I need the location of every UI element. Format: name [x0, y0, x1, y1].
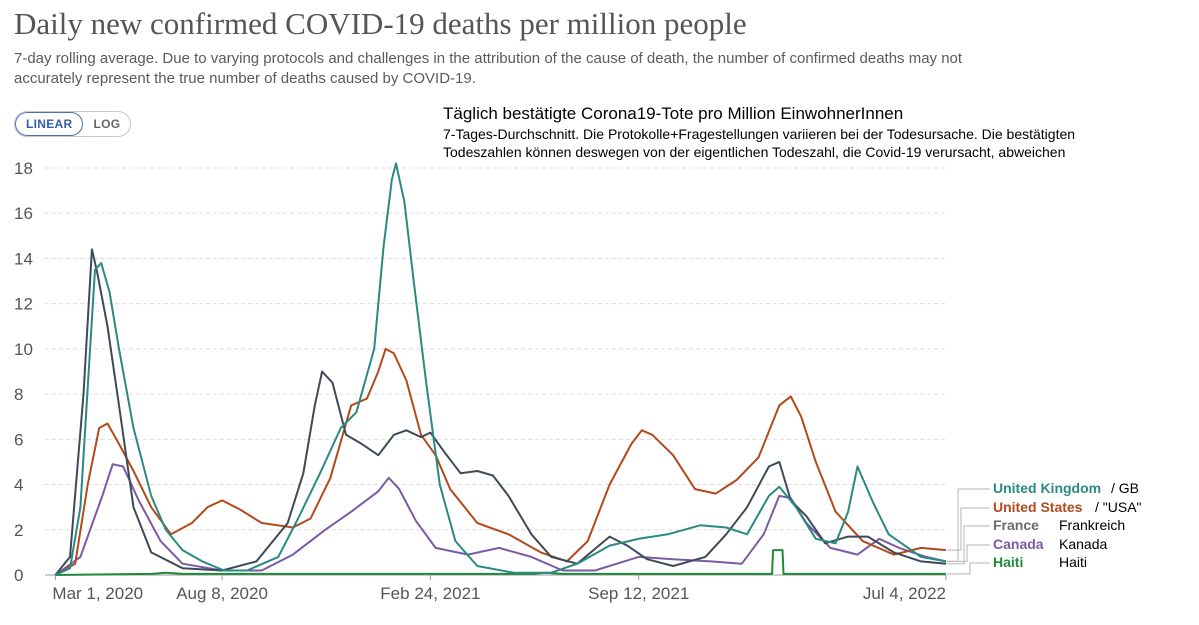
- x-tick-label: Jul 4, 2022: [863, 584, 946, 603]
- annotation-title: Täglich bestätigte Corona19-Tote pro Mil…: [443, 104, 904, 123]
- legend-label-united-states[interactable]: United States: [993, 499, 1083, 515]
- y-tick-label: 16: [14, 204, 33, 223]
- linear-scale-button[interactable]: LINEAR: [15, 112, 84, 136]
- legend-label-france[interactable]: France: [993, 517, 1039, 533]
- legend-translation-france: Frankreich: [1059, 517, 1125, 533]
- y-tick-label: 4: [14, 476, 23, 495]
- x-tick-label: Mar 1, 2020: [52, 584, 143, 603]
- legend-connector: [947, 507, 990, 551]
- series-line-haiti[interactable]: [55, 549, 946, 576]
- gridlines: [45, 167, 946, 576]
- series-line-canada[interactable]: [54, 463, 947, 576]
- legend-translation-canada: Kanada: [1059, 536, 1107, 552]
- y-tick-label: 0: [14, 566, 23, 585]
- x-tick-label: Sep 12, 2021: [588, 584, 689, 603]
- annotation-subtitle: 7-Tages-Durchschnitt. Die Protokolle+Fra…: [443, 126, 1076, 160]
- y-tick-label: 18: [14, 159, 33, 178]
- series-line-united-states[interactable]: [54, 347, 947, 576]
- y-tick-label: 12: [14, 295, 33, 314]
- legend-translation-united-states: / "USA": [1095, 499, 1142, 515]
- y-tick-label: 14: [14, 249, 33, 268]
- legend-translation-haiti: Haiti: [1059, 554, 1087, 570]
- legend-label-united-kingdom[interactable]: United Kingdom: [993, 480, 1101, 496]
- chart-title: Daily new confirmed COVID-19 deaths per …: [14, 6, 747, 41]
- y-axis: 0 2 4 6 8 10 12 14 16 18: [14, 159, 33, 585]
- legend-connector: [947, 525, 990, 565]
- legend-connector: [947, 544, 990, 562]
- series-line-france[interactable]: [54, 248, 947, 576]
- legend-label-haiti[interactable]: Haiti: [993, 554, 1023, 570]
- log-scale-button[interactable]: LOG: [93, 117, 121, 131]
- y-tick-label: 10: [14, 340, 33, 359]
- scale-toggle: LINEAR LOG: [14, 111, 132, 137]
- y-tick-label: 2: [14, 521, 23, 540]
- legend-translation-united-kingdom: / GB: [1111, 480, 1139, 496]
- x-tick-label: Feb 24, 2021: [380, 584, 480, 603]
- legend: United Kingdom / GB United States / "USA" Fr…: [947, 480, 1142, 575]
- legend-connector: [947, 562, 990, 575]
- y-tick-label: 8: [14, 385, 23, 404]
- x-tick-label: Aug 8, 2020: [176, 584, 268, 603]
- chart-subtitle: 7-day rolling average. Due to varying pr…: [14, 50, 963, 87]
- series-lines: [54, 162, 947, 576]
- series-line-united-kingdom[interactable]: [54, 162, 947, 576]
- x-axis: Mar 1, 2020 Aug 8, 2020 Feb 24, 2021 Sep 12…: [52, 575, 947, 603]
- legend-label-canada[interactable]: Canada: [993, 536, 1044, 552]
- y-tick-label: 6: [14, 430, 23, 449]
